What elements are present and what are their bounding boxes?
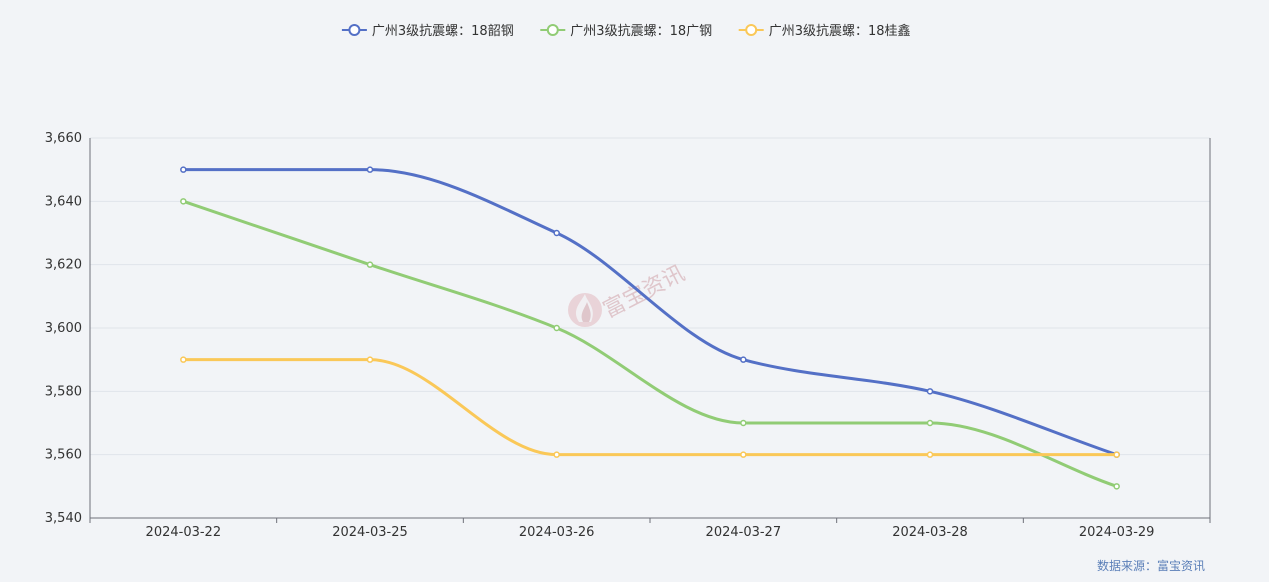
legend-item[interactable]: 广州3级抗震螺：18桂鑫 — [738, 23, 911, 39]
y-tick-label: 3,660 — [45, 131, 82, 146]
y-tick-label: 3,580 — [45, 384, 82, 399]
series-layer — [180, 166, 1120, 490]
data-point[interactable] — [926, 419, 934, 427]
legend-label: 广州3级抗震螺：18桂鑫 — [769, 23, 911, 39]
x-tick-label: 2024-03-27 — [706, 525, 782, 540]
data-point[interactable] — [1113, 451, 1120, 458]
legend-marker-icon — [546, 24, 559, 36]
series-line — [183, 168, 1118, 457]
legend-marker-icon — [745, 24, 758, 36]
data-point[interactable] — [366, 261, 374, 268]
data-point[interactable] — [180, 356, 187, 363]
data-point[interactable] — [740, 419, 747, 427]
data-point[interactable] — [553, 451, 560, 458]
data-point[interactable] — [553, 229, 560, 237]
data-point[interactable] — [926, 388, 934, 395]
x-tick-label: 2024-03-25 — [332, 525, 408, 540]
series-1 — [180, 166, 1120, 458]
legend-item[interactable]: 广州3级抗震螺：18韶钢 — [341, 23, 514, 39]
data-point[interactable] — [180, 198, 187, 205]
source-note: 数据来源：富宝资讯 — [1096, 559, 1205, 573]
data-point[interactable] — [180, 166, 187, 173]
series-line — [183, 358, 1117, 457]
y-tick-label: 3,540 — [45, 511, 82, 526]
legend-label: 广州3级抗震螺：18广钢 — [570, 24, 712, 39]
y-tick-label: 3,600 — [45, 321, 82, 336]
legend[interactable]: 广州3级抗震螺：18韶钢 广州3级抗震螺：18广钢 广州3级抗震螺：18桂鑫 — [341, 23, 911, 39]
data-point[interactable] — [740, 451, 747, 458]
data-point[interactable] — [1113, 483, 1120, 490]
data-point[interactable] — [553, 324, 560, 332]
axes: 3,540 3,560 3,580 3,600 3,620 3,640 3,660 2024-… — [45, 131, 1211, 540]
y-tick-label: 3,620 — [45, 258, 82, 273]
series-3 — [180, 356, 1120, 458]
y-tick-label: 3,560 — [45, 448, 82, 463]
legend-marker-icon — [348, 24, 361, 36]
x-tick-label: 2024-03-29 — [1079, 525, 1155, 540]
legend-item[interactable]: 广州3级抗震螺：18广钢 — [540, 24, 712, 39]
legend-label: 广州3级抗震螺：18韶钢 — [372, 23, 514, 39]
data-point[interactable] — [366, 166, 374, 173]
x-tick-label: 2024-03-26 — [519, 525, 595, 540]
series-2 — [180, 198, 1120, 490]
x-tick-label: 2024-03-22 — [146, 525, 222, 540]
x-tick-label: 2024-03-28 — [892, 525, 968, 540]
series-line — [182, 199, 1118, 488]
data-point[interactable] — [366, 356, 374, 363]
data-point[interactable] — [740, 356, 747, 363]
y-tick-label: 3,640 — [45, 194, 82, 209]
data-point[interactable] — [926, 451, 934, 458]
